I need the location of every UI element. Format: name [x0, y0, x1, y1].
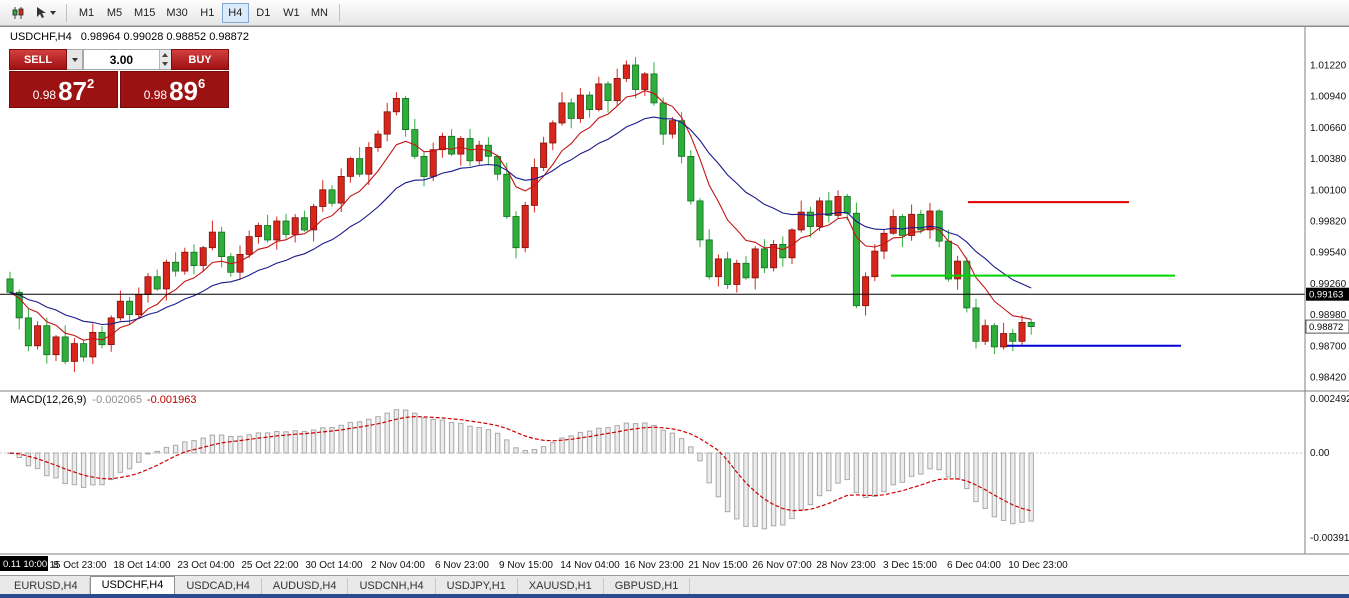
- timeframe-button-m15[interactable]: M15: [129, 3, 160, 23]
- symbol-tab-usdjpy[interactable]: USDJPY,H1: [436, 578, 518, 594]
- volume-input[interactable]: [84, 50, 159, 69]
- symbol-tab-usdcad[interactable]: USDCAD,H4: [175, 578, 262, 594]
- svg-text:1.00380: 1.00380: [1310, 154, 1347, 165]
- volume-increase-button[interactable]: [159, 50, 171, 60]
- arrow-down-icon: [162, 62, 169, 67]
- symbol-tab-gbpusd[interactable]: GBPUSD,H1: [604, 578, 691, 594]
- timeframe-button-group: M1 M5 M15 M30 H1 H4 D1 W1 MN: [73, 2, 333, 23]
- svg-text:0.002492: 0.002492: [1310, 394, 1349, 405]
- svg-text:1.00940: 1.00940: [1310, 92, 1347, 103]
- one-click-trading-panel: SELL BUY 0.98 87 2: [9, 49, 229, 108]
- timeframe-button-m5[interactable]: M5: [101, 3, 128, 23]
- timeframe-button-h4[interactable]: H4: [221, 2, 249, 23]
- toolbar-separator: [66, 3, 67, 22]
- macd-main-value: -0.002065: [92, 394, 142, 406]
- buy-price-pip: 6: [198, 76, 206, 91]
- svg-text:30 Oct 14:00: 30 Oct 14:00: [305, 560, 363, 571]
- macd-name: MACD(12,26,9): [10, 394, 87, 406]
- trade-controls-row: SELL BUY: [9, 49, 229, 70]
- sell-price-pip: 2: [87, 76, 95, 91]
- svg-text:6 Nov 23:00: 6 Nov 23:00: [435, 560, 489, 571]
- svg-text:0.98872: 0.98872: [1309, 322, 1343, 333]
- symbol-tab-eurusd[interactable]: EURUSD,H4: [3, 578, 90, 594]
- symbol-tab-usdchf[interactable]: USDCHF,H4: [89, 576, 176, 594]
- symbol-tab-xauusd[interactable]: XAUUSD,H1: [518, 578, 604, 594]
- svg-text:2 Nov 04:00: 2 Nov 04:00: [371, 560, 425, 571]
- svg-text:0.99260: 0.99260: [1310, 279, 1347, 290]
- cursor-icon: [37, 7, 46, 18]
- chart-header: USDCHF,H4 0.98964 0.99028 0.98852 0.98872: [10, 31, 249, 43]
- svg-text:15 Oct 23:00: 15 Oct 23:00: [49, 560, 107, 571]
- svg-text:3 Dec 15:00: 3 Dec 15:00: [883, 560, 937, 571]
- svg-text:-0.003913: -0.003913: [1310, 533, 1349, 544]
- timeframe-button-h1[interactable]: H1: [194, 3, 221, 23]
- arrow-up-icon: [162, 52, 169, 57]
- sell-button[interactable]: SELL: [9, 49, 67, 70]
- svg-text:0.99163: 0.99163: [1309, 290, 1343, 301]
- svg-text:14 Nov 04:00: 14 Nov 04:00: [560, 560, 620, 571]
- buy-price-big: 89: [169, 76, 199, 106]
- symbol-tab-usdcnh[interactable]: USDCNH,H4: [348, 578, 436, 594]
- buy-price-prefix: 0.98: [143, 88, 168, 102]
- svg-text:1.00100: 1.00100: [1310, 185, 1347, 196]
- chart-region: 1.01220 1.00940 1.00660 1.00380 1.00100 0.998…: [0, 26, 1349, 575]
- volume-field: [83, 49, 171, 70]
- toolbar: M1 M5 M15 M30 H1 H4 D1 W1 MN: [0, 0, 1349, 26]
- macd-indicator-label: MACD(12,26,9) -0.002065 -0.001963: [10, 394, 197, 406]
- svg-text:0.99820: 0.99820: [1310, 217, 1347, 228]
- toolbar-separator: [338, 3, 340, 22]
- candlestick-chart-icon: [12, 6, 24, 19]
- svg-text:18 Oct 14:00: 18 Oct 14:00: [113, 560, 171, 571]
- sell-price-prefix: 0.98: [32, 88, 57, 102]
- chevron-down-icon: [50, 10, 56, 15]
- svg-text:28 Nov 23:00: 28 Nov 23:00: [816, 560, 876, 571]
- buy-price-display[interactable]: 0.98 89 6: [120, 71, 229, 108]
- sell-price-big: 87: [58, 76, 88, 106]
- chart-canvas[interactable]: 1.01220 1.00940 1.00660 1.00380 1.00100 0.998…: [0, 27, 1349, 576]
- svg-text:0.98420: 0.98420: [1310, 373, 1347, 384]
- svg-text:0.11 10:00: 0.11 10:00: [3, 559, 47, 570]
- timeframe-button-d1[interactable]: D1: [250, 3, 277, 23]
- sell-price-display[interactable]: 0.98 87 2: [9, 71, 118, 108]
- svg-text:16 Nov 23:00: 16 Nov 23:00: [624, 560, 684, 571]
- chart-type-button[interactable]: [4, 3, 32, 23]
- symbol-tab-audusd[interactable]: AUDUSD,H4: [262, 578, 349, 594]
- chart-symbol-label: USDCHF,H4: [10, 31, 72, 43]
- macd-signal-value: -0.001963: [146, 394, 197, 406]
- svg-text:26 Nov 07:00: 26 Nov 07:00: [752, 560, 812, 571]
- timeframe-button-mn[interactable]: MN: [306, 3, 333, 23]
- svg-text:0.98980: 0.98980: [1310, 310, 1347, 321]
- timeframe-button-m30[interactable]: M30: [161, 3, 192, 23]
- window-bottom-strip: [0, 594, 1349, 598]
- volume-stepper: [158, 50, 171, 69]
- svg-text:23 Oct 04:00: 23 Oct 04:00: [177, 560, 235, 571]
- svg-text:8: 8: [53, 560, 59, 571]
- svg-text:0.98700: 0.98700: [1310, 341, 1347, 352]
- svg-text:10 Dec 23:00: 10 Dec 23:00: [1008, 560, 1068, 571]
- svg-text:9 Nov 15:00: 9 Nov 15:00: [499, 560, 553, 571]
- volume-dropdown-button[interactable]: [67, 49, 83, 70]
- svg-text:6 Dec 04:00: 6 Dec 04:00: [947, 560, 1001, 571]
- svg-text:0.99540: 0.99540: [1310, 248, 1347, 259]
- svg-text:1.01220: 1.01220: [1310, 61, 1347, 72]
- svg-text:21 Nov 15:00: 21 Nov 15:00: [688, 560, 748, 571]
- buy-button[interactable]: BUY: [171, 49, 229, 70]
- cursor-tool-button[interactable]: [32, 3, 60, 23]
- timeframe-button-m1[interactable]: M1: [73, 3, 100, 23]
- chevron-down-icon: [71, 57, 78, 62]
- symbol-tab-bar: EURUSD,H4 USDCHF,H4 USDCAD,H4 AUDUSD,H4 USDC…: [0, 575, 1349, 594]
- trade-prices-row: 0.98 87 2 0.98 89 6: [9, 71, 229, 108]
- volume-decrease-button[interactable]: [159, 59, 171, 69]
- svg-text:0.00: 0.00: [1310, 448, 1330, 459]
- svg-text:1.00660: 1.00660: [1310, 123, 1347, 134]
- svg-text:25 Oct 22:00: 25 Oct 22:00: [241, 560, 299, 571]
- chart-ohlc-values: 0.98964 0.99028 0.98852 0.98872: [80, 31, 249, 43]
- timeframe-button-w1[interactable]: W1: [278, 3, 305, 23]
